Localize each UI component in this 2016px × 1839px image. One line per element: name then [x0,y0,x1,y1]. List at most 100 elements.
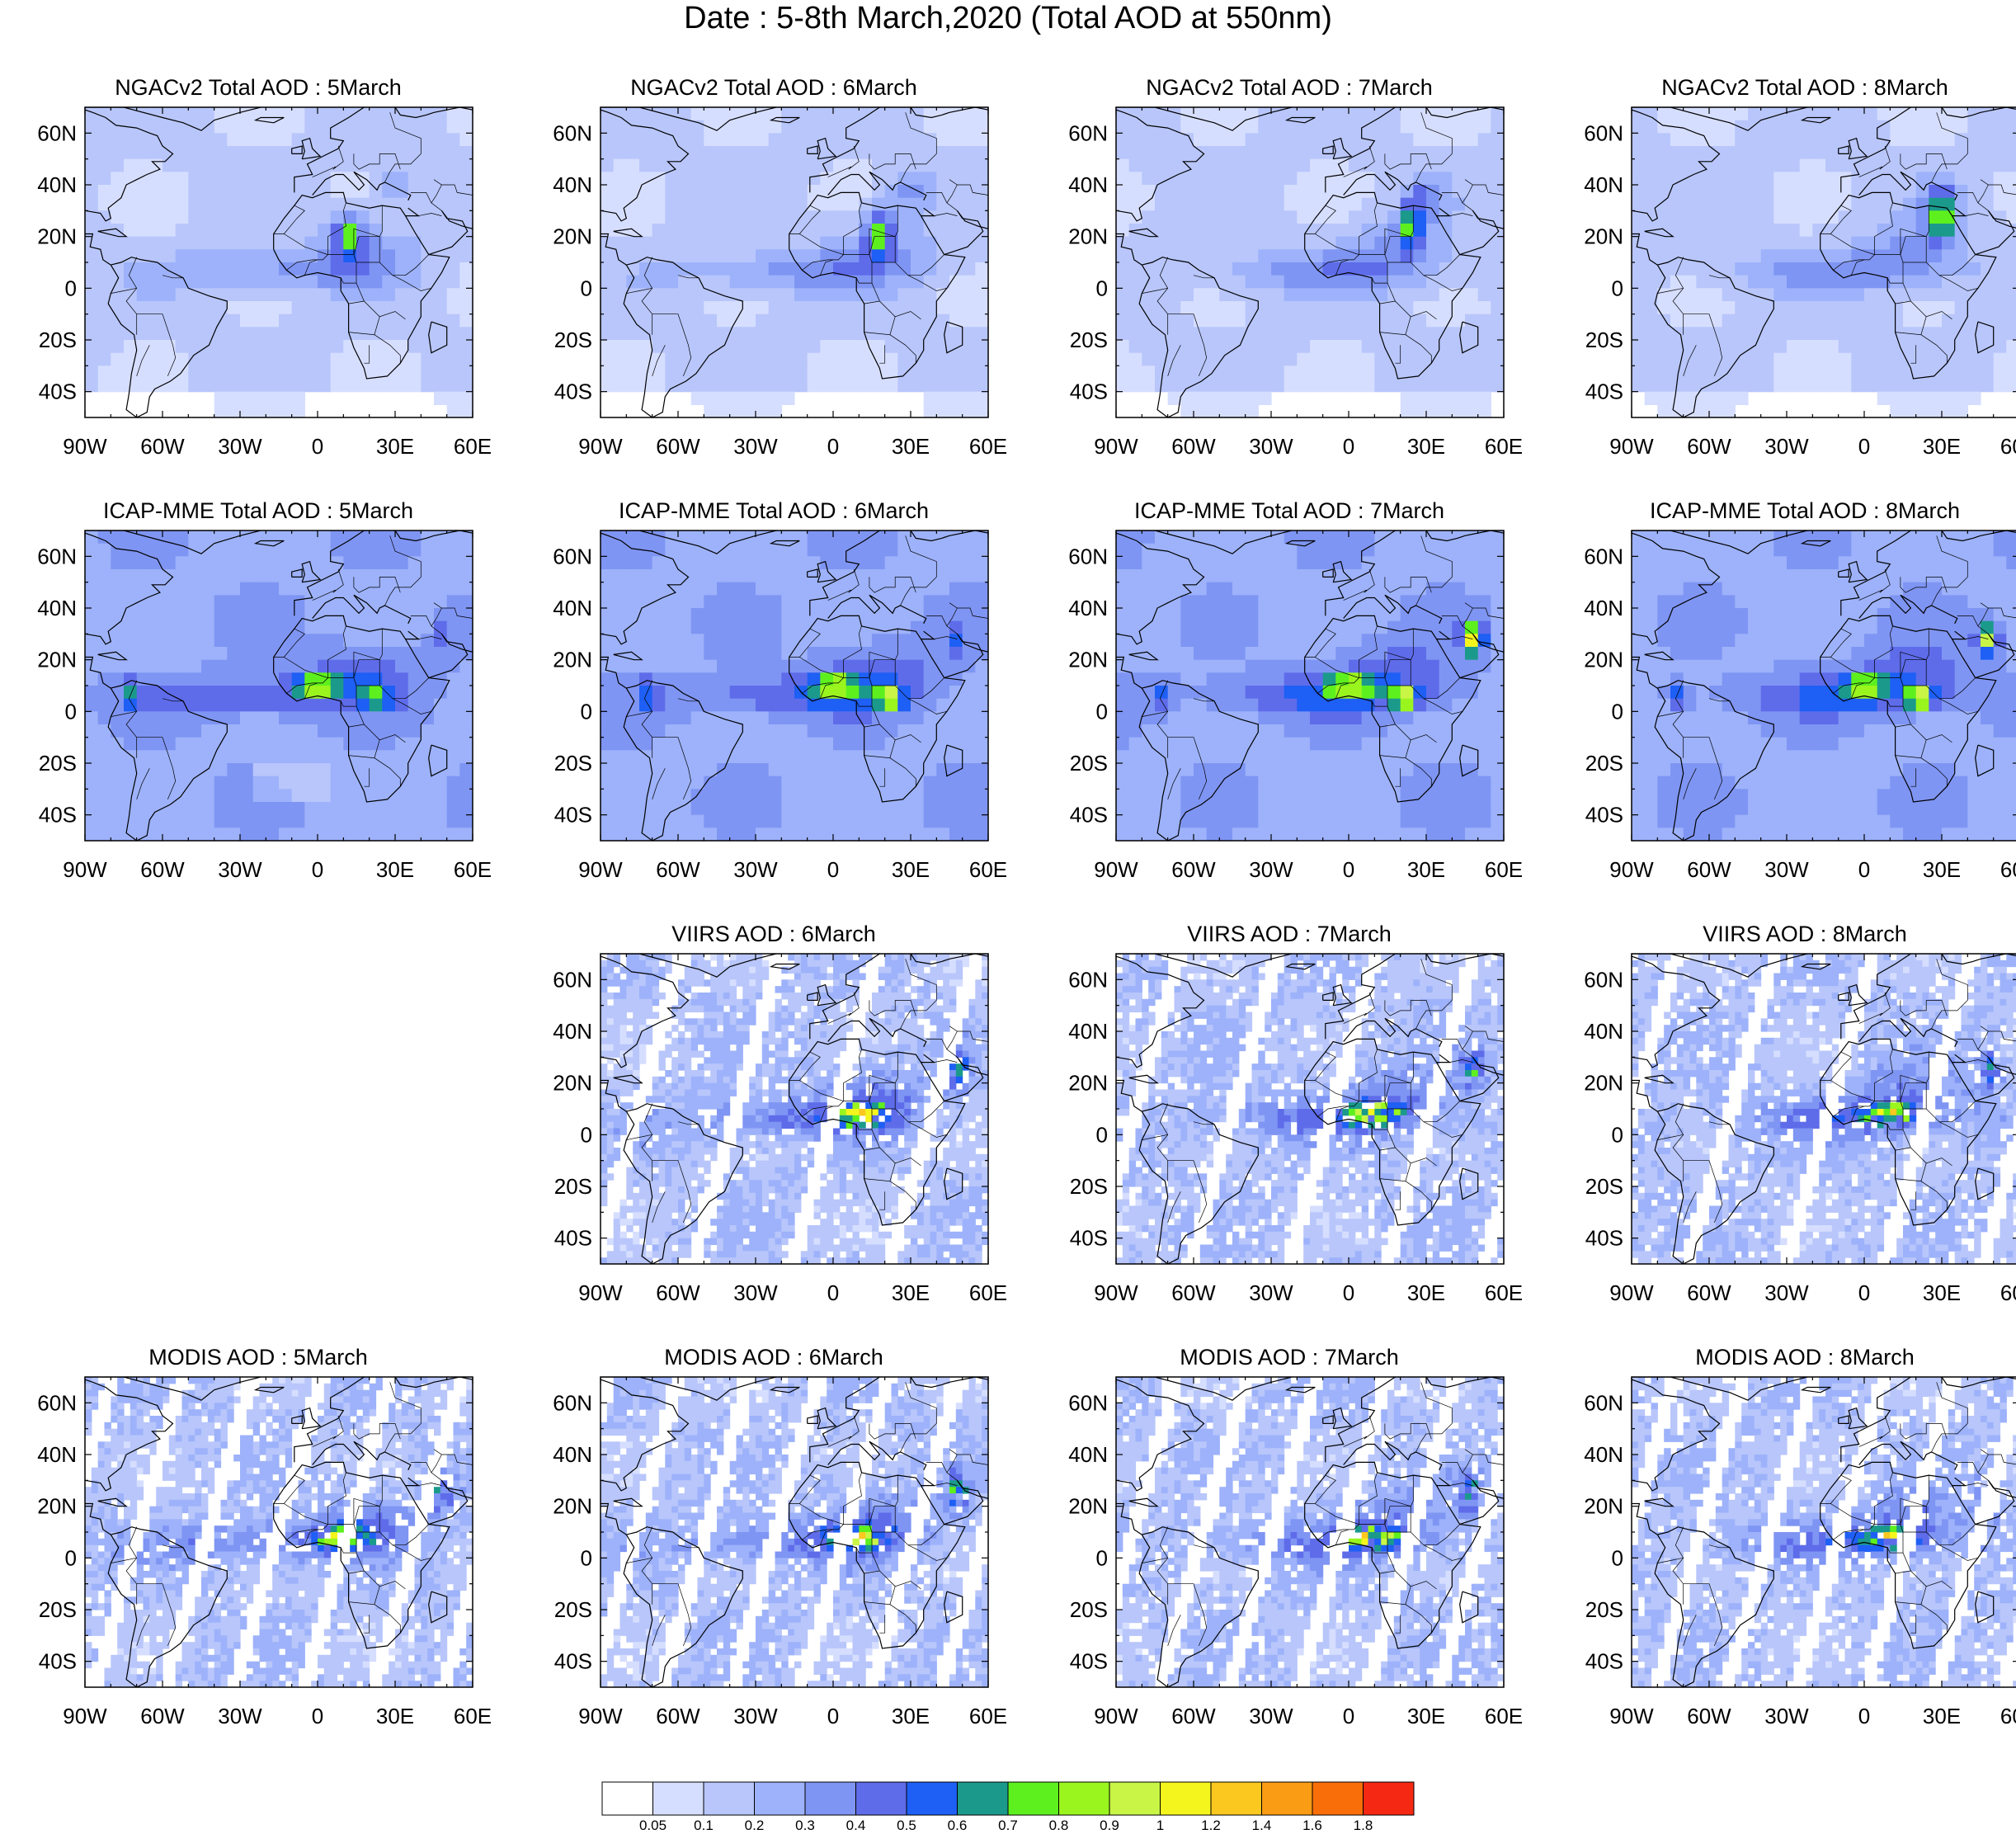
figure-title: Date : 5-8th March,2020 (Total AOD at 55… [0,0,2016,36]
coastline [1459,321,1479,354]
country-border [827,1012,852,1024]
coastline [1325,1377,1504,1463]
country-border [384,1382,422,1453]
map-panel: VIIRS AOD : 6March 90W 60W 30W 0 30E 60E 60N 40N… [534,921,1007,1305]
country-border [1900,228,1927,255]
y-tick-label: 0 [65,276,77,300]
coastline [428,210,473,256]
country-border [392,275,431,291]
coastline [1436,630,1451,640]
coastline [85,530,261,554]
y-tick-label: 20N [553,224,592,249]
country-border [1938,275,1978,291]
country-border [1464,602,1504,619]
y-tick-label: 20S [554,751,592,776]
country-border [1952,1101,1976,1122]
country-border [1464,1449,1504,1465]
country-border [1167,1615,1181,1647]
x-tick-label: 60E [1485,857,1523,882]
coastline [827,171,927,201]
y-tick-label: 40S [1070,1649,1108,1674]
coastline [1459,1591,1479,1624]
colorbar-label: 0.9 [1100,1818,1119,1830]
country-border [379,153,401,170]
coastline [1654,257,1774,417]
country-border [1850,1529,1865,1545]
x-tick-label: 30W [1764,857,1809,882]
coastline [601,530,777,554]
x-tick-label: 60E [969,1280,1007,1305]
x-tick-label: 30E [376,434,414,459]
country-border [1371,262,1388,284]
country-border [949,1449,988,1465]
country-border [353,228,380,255]
country-border [1879,1415,1891,1440]
coastline [613,1074,643,1084]
y-tick-label: 40N [37,172,77,197]
coastline [1436,1054,1451,1063]
country-border [1464,179,1504,196]
aod-map: 90W 60W 30W 0 30E 60E 60N 40N 20N 0 20S 40S [1068,530,1523,882]
country-border [384,535,422,606]
country-border [340,686,357,707]
country-border [652,1615,666,1647]
y-tick-label: 60N [553,1390,592,1415]
country-border [677,275,699,279]
country-border [1384,1000,1411,1016]
coastline [312,594,412,625]
coastline [601,954,777,978]
x-tick-label: 0 [1343,857,1354,882]
country-border [1833,677,1875,694]
map-panel: VIIRS AOD : 8March 90W 60W 30W 0 30E 60E 60N 40N… [1565,921,2016,1305]
country-border [1193,1121,1215,1125]
map-panel: VIIRS AOD : 7March 90W 60W 30W 0 30E 60E 60N 40N… [1049,921,1523,1305]
country-border [1820,205,1852,234]
x-tick-label: 60E [2000,434,2016,459]
country-border [1411,1423,1432,1440]
coastline [1858,594,1958,625]
y-tick-label: 60N [1068,1390,1108,1415]
y-tick-label: 20S [1585,751,1623,776]
country-border [819,1529,834,1545]
coastline [809,954,988,1040]
coastline [1284,1386,1316,1393]
country-border [433,1449,473,1465]
country-border [1952,1524,1976,1545]
colorbar-label: 0.2 [745,1818,765,1830]
country-border [1895,1570,1911,1574]
coastline [601,955,690,1068]
country-border [410,192,442,211]
country-border [1423,698,1463,714]
country-border [273,1474,305,1504]
country-border [889,757,916,787]
country-border [1858,1436,1883,1447]
coastline [1632,530,1808,554]
coastline [1116,656,1142,689]
x-tick-label: 60W [656,1704,700,1728]
x-tick-label: 30W [1764,434,1809,459]
country-border [819,682,834,699]
x-tick-label: 90W [1609,1704,1654,1728]
x-tick-label: 30E [1923,434,1961,459]
coastline [1116,955,1205,1068]
coastline [1858,1017,1958,1048]
country-border [1895,1162,1927,1182]
y-tick-label: 20S [1070,328,1108,352]
coastline [1343,1017,1443,1048]
country-border [949,179,988,196]
country-border [864,1147,880,1151]
country-border [327,1472,346,1525]
map-panel: ICAP-MME Total AOD : 8March 90W 60W 30W 0 30E… [1565,497,2016,882]
country-border [907,275,947,291]
country-border [379,659,406,700]
coastline [613,1497,643,1507]
country-border [921,1101,944,1122]
y-tick-label: 40N [37,1442,77,1467]
y-tick-label: 60N [1068,120,1108,145]
map-panel: MODIS AOD : 6March 90W 60W 30W 0 30E 60E 60N 40N… [534,1344,1007,1728]
country-border [1910,1615,1917,1634]
colorbar-swatch [703,1781,755,1816]
coastline [1632,107,1808,131]
y-tick-label: 40N [1068,596,1108,620]
country-border [1920,1181,1948,1210]
